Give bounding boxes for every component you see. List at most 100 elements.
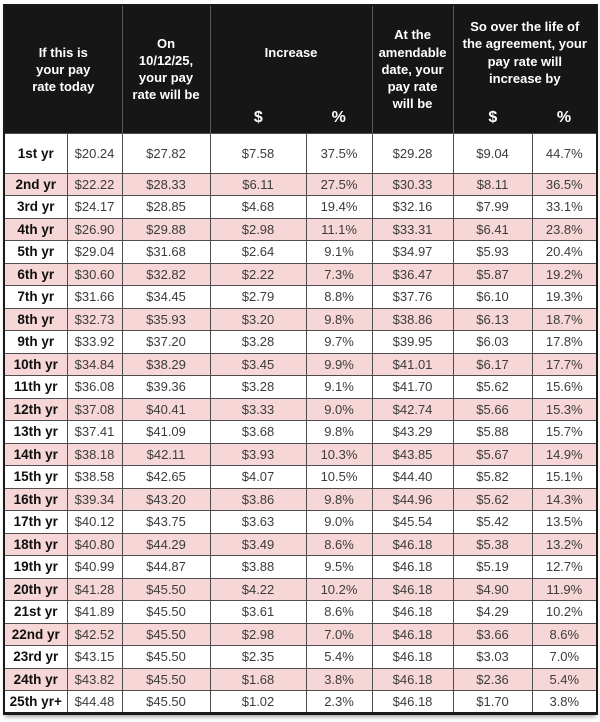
- table-row: 23rd yr $43.15 $45.50 $2.35 5.4% $46.18 $3.03 7…: [3, 645, 598, 669]
- table-row: 20th yr $41.28 $45.50 $4.22 10.2% $46.18 $4.90…: [3, 577, 598, 601]
- table-row: 15th yr $38.58 $42.65 $4.07 10.5% $44.40 $5.82…: [3, 465, 598, 489]
- cell-pay-new: $45.50: [121, 690, 211, 714]
- cell-pay-today: $38.58: [66, 465, 123, 489]
- cell-pay-amendable: $46.18: [371, 600, 454, 624]
- cell-pay-amendable: $38.86: [371, 307, 454, 331]
- cell-life-percent: 19.3%: [531, 285, 598, 309]
- cell-life-dollar: $6.03: [452, 330, 533, 354]
- cell-pay-new: $27.82: [121, 132, 211, 174]
- cell-increase-dollar: $2.64: [209, 240, 307, 264]
- cell-pay-today: $36.08: [66, 375, 123, 399]
- cell-life-percent: 44.7%: [531, 132, 598, 174]
- cell-pay-new: $43.75: [121, 510, 211, 534]
- row-year-label: 24th yr: [3, 667, 68, 691]
- table-row: 4th yr $26.90 $29.88 $2.98 11.1% $33.31 $6.41 2…: [3, 217, 598, 241]
- cell-life-dollar: $3.03: [452, 645, 533, 669]
- cell-pay-today: $40.80: [66, 532, 123, 556]
- cell-pay-amendable: $43.85: [371, 442, 454, 466]
- row-year-label: 3rd yr: [3, 195, 68, 219]
- subheader-life-dollar: $: [453, 99, 533, 133]
- row-year-label: 25th yr+: [3, 690, 68, 714]
- cell-increase-percent: 10.3%: [305, 442, 373, 466]
- cell-life-dollar: $5.42: [452, 510, 533, 534]
- cell-pay-new: $39.36: [121, 375, 211, 399]
- cell-life-percent: 7.0%: [531, 645, 598, 669]
- cell-pay-today: $38.18: [66, 442, 123, 466]
- cell-increase-dollar: $3.28: [209, 375, 307, 399]
- cell-pay-today: $33.92: [66, 330, 123, 354]
- cell-increase-percent: 27.5%: [305, 172, 373, 196]
- cell-pay-new: $35.93: [121, 307, 211, 331]
- cell-pay-new: $40.41: [121, 397, 211, 421]
- cell-life-dollar: $8.11: [452, 172, 533, 196]
- cell-increase-percent: 9.8%: [305, 420, 373, 444]
- cell-increase-dollar: $2.98: [209, 217, 307, 241]
- row-year-label: 17th yr: [3, 510, 68, 534]
- table-row: 8th yr $32.73 $35.93 $3.20 9.8% $38.86 $6.13 18…: [3, 307, 598, 331]
- cell-life-dollar: $5.82: [452, 465, 533, 489]
- row-year-label: 21st yr: [3, 600, 68, 624]
- table-row: 18th yr $40.80 $44.29 $3.49 8.6% $46.18 $5.38 1…: [3, 532, 598, 556]
- row-year-label: 7th yr: [3, 285, 68, 309]
- table-row: 16th yr $39.34 $43.20 $3.86 9.8% $44.96 $5.62 1…: [3, 487, 598, 511]
- cell-life-percent: 3.8%: [531, 690, 598, 714]
- cell-pay-today: $37.08: [66, 397, 123, 421]
- cell-pay-today: $29.04: [66, 240, 123, 264]
- cell-pay-today: $40.12: [66, 510, 123, 534]
- cell-life-percent: 18.7%: [531, 307, 598, 331]
- header-pay-rate-today: If this is your pay rate today: [3, 4, 123, 133]
- cell-pay-amendable: $44.40: [371, 465, 454, 489]
- cell-increase-percent: 9.5%: [305, 555, 373, 579]
- cell-pay-amendable: $39.95: [371, 330, 454, 354]
- cell-increase-dollar: $3.68: [209, 420, 307, 444]
- cell-pay-amendable: $46.18: [371, 577, 454, 601]
- cell-life-dollar: $5.62: [452, 375, 533, 399]
- cell-increase-percent: 9.7%: [305, 330, 373, 354]
- cell-pay-new: $28.33: [121, 172, 211, 196]
- row-year-label: 10th yr: [3, 352, 68, 376]
- cell-increase-dollar: $7.58: [209, 132, 307, 174]
- cell-increase-percent: 7.3%: [305, 262, 373, 286]
- cell-pay-amendable: $33.31: [371, 217, 454, 241]
- cell-pay-amendable: $32.16: [371, 195, 454, 219]
- header-new-pay-rate: On 10/12/25, your pay rate will be: [121, 4, 211, 133]
- cell-pay-new: $28.85: [121, 195, 211, 219]
- cell-life-dollar: $6.10: [452, 285, 533, 309]
- cell-life-percent: 33.1%: [531, 195, 598, 219]
- cell-increase-percent: 37.5%: [305, 132, 373, 174]
- cell-pay-new: $45.50: [121, 645, 211, 669]
- cell-pay-new: $37.20: [121, 330, 211, 354]
- cell-life-dollar: $4.29: [452, 600, 533, 624]
- cell-life-percent: 15.3%: [531, 397, 598, 421]
- cell-increase-dollar: $1.68: [209, 667, 307, 691]
- cell-pay-amendable: $46.18: [371, 645, 454, 669]
- cell-increase-percent: 9.1%: [305, 375, 373, 399]
- cell-life-dollar: $2.36: [452, 667, 533, 691]
- cell-life-percent: 8.6%: [531, 622, 598, 646]
- cell-increase-percent: 8.6%: [305, 600, 373, 624]
- cell-pay-today: $30.60: [66, 262, 123, 286]
- cell-life-dollar: $5.67: [452, 442, 533, 466]
- cell-life-percent: 17.7%: [531, 352, 598, 376]
- cell-pay-today: $26.90: [66, 217, 123, 241]
- table-row: 17th yr $40.12 $43.75 $3.63 9.0% $45.54 $5.42 1…: [3, 510, 598, 534]
- row-year-label: 6th yr: [3, 262, 68, 286]
- cell-life-percent: 15.6%: [531, 375, 598, 399]
- cell-pay-new: $31.68: [121, 240, 211, 264]
- cell-increase-percent: 5.4%: [305, 645, 373, 669]
- cell-increase-dollar: $3.20: [209, 307, 307, 331]
- cell-life-dollar: $5.38: [452, 532, 533, 556]
- cell-increase-percent: 2.3%: [305, 690, 373, 714]
- cell-increase-percent: 10.5%: [305, 465, 373, 489]
- cell-increase-dollar: $3.33: [209, 397, 307, 421]
- cell-pay-amendable: $46.18: [371, 622, 454, 646]
- table-row: 6th yr $30.60 $32.82 $2.22 7.3% $36.47 $5.87 19…: [3, 262, 598, 286]
- cell-pay-amendable: $30.33: [371, 172, 454, 196]
- cell-life-dollar: $5.62: [452, 487, 533, 511]
- cell-life-percent: 23.8%: [531, 217, 598, 241]
- cell-increase-percent: 9.0%: [305, 397, 373, 421]
- cell-increase-dollar: $2.79: [209, 285, 307, 309]
- header-increase: Increase: [209, 4, 373, 99]
- table-row: 19th yr $40.99 $44.87 $3.88 9.5% $46.18 $5.19 1…: [3, 555, 598, 579]
- cell-increase-dollar: $3.93: [209, 442, 307, 466]
